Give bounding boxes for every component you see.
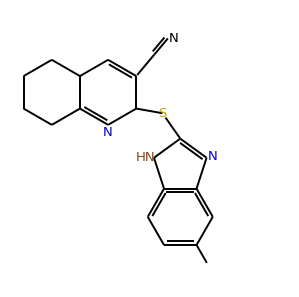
Text: S: S [158,107,167,120]
Text: N: N [168,32,178,45]
Text: N: N [103,126,113,139]
Text: N: N [208,150,218,163]
Text: HN: HN [136,151,155,164]
